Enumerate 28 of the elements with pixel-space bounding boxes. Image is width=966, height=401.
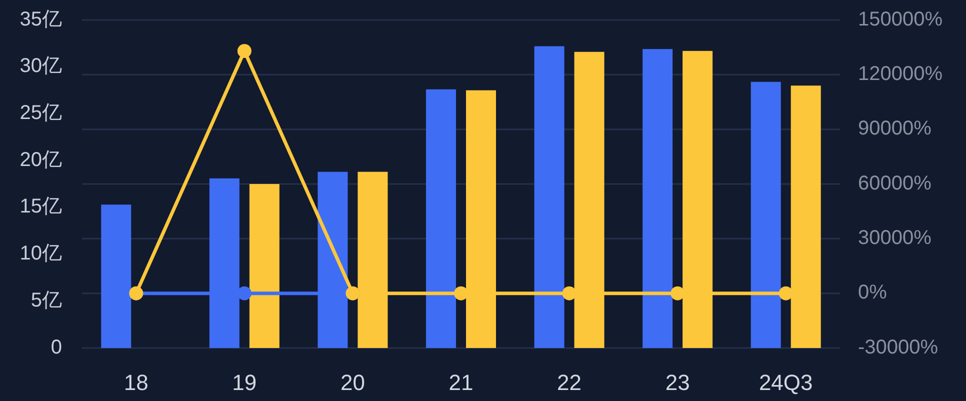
x-tick-label: 19 xyxy=(232,370,257,395)
x-tick-label: 18 xyxy=(124,370,148,395)
x-tick-label: 21 xyxy=(448,370,474,395)
y-tick-label: 35亿 xyxy=(20,8,62,30)
y-tick-label: 25亿 xyxy=(20,102,62,124)
y2-tick-label: 120000% xyxy=(858,62,943,85)
y-tick-label: 10亿 xyxy=(20,242,62,265)
bar xyxy=(642,49,673,348)
y-tick-label: 30亿 xyxy=(20,55,62,78)
y-tick-label: 15亿 xyxy=(20,196,62,218)
y-tick-label: 20亿 xyxy=(20,148,62,171)
y2-tick-label: 150000% xyxy=(858,8,943,30)
x-tick-label: 23 xyxy=(665,370,690,395)
y2-tick-label: 90000% xyxy=(858,118,932,140)
y2-tick-label: -30000% xyxy=(858,336,938,358)
y-tick-label: 0 xyxy=(50,336,62,358)
bar xyxy=(249,184,280,348)
bar xyxy=(426,89,456,348)
bar xyxy=(101,204,132,348)
y2-tick-label: 0% xyxy=(858,282,888,304)
y2-tick-label: 60000% xyxy=(858,172,932,194)
y2-tick-label: 30000% xyxy=(858,226,932,249)
bar xyxy=(750,82,781,348)
x-tick-label: 20 xyxy=(340,370,365,395)
y-tick-label: 5亿 xyxy=(30,289,62,312)
x-tick-label: 24Q3 xyxy=(758,370,813,395)
bar xyxy=(534,46,564,348)
x-tick-label: 22 xyxy=(557,370,582,395)
